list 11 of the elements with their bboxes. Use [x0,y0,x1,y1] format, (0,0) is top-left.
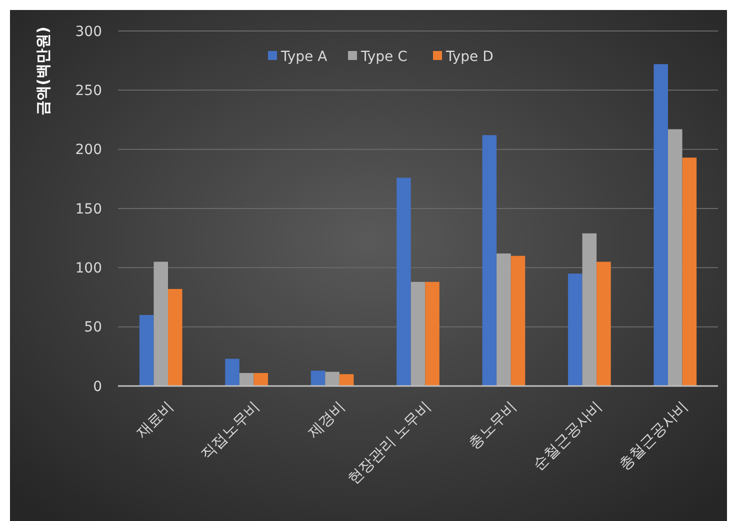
y-axis-title: 금액(백만원) [34,26,52,116]
y-tick-label: 300 [75,24,102,40]
legend-label: Type C [360,48,408,65]
y-tick-label: 150 [75,201,102,218]
y-tick-label: 250 [75,83,102,100]
y-tick-label: 50 [84,320,102,336]
legend-label: Type D [445,48,494,65]
y-tick-label: 100 [75,260,102,277]
legend-label: Type A [280,48,328,65]
y-tick-label: 200 [75,142,102,158]
y-tick-label: 0 [93,378,102,395]
